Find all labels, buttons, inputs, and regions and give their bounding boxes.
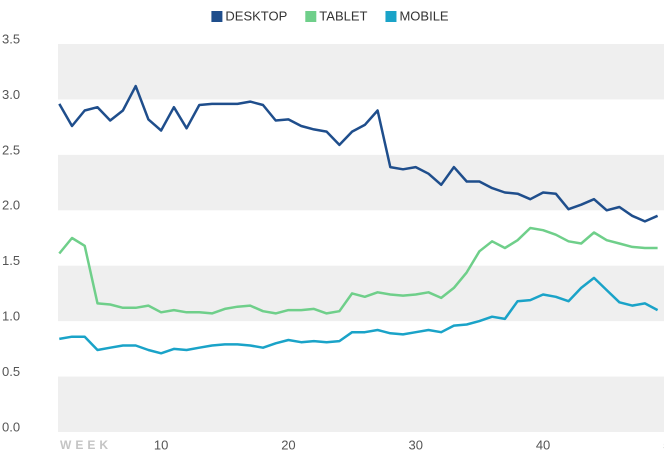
legend-label: TABLET [319, 8, 367, 23]
legend-label: DESKTOP [225, 8, 287, 23]
series-line [59, 276, 659, 355]
legend-item: MOBILE [385, 8, 449, 23]
y-tick-label: 2.5 [2, 142, 20, 157]
y-tick-label: 3.5 [2, 31, 20, 46]
x-axis-title: WEEK [60, 438, 112, 452]
grid-band [58, 265, 664, 322]
x-tick-label: 30 [409, 437, 423, 452]
legend: DESKTOP TABLET MOBILE [211, 8, 449, 23]
y-tick-label: 3.0 [2, 87, 20, 102]
series-line [58, 84, 659, 223]
y-tick-label: 1.5 [2, 253, 20, 268]
legend-item: TABLET [305, 8, 368, 23]
legend-label: MOBILE [399, 8, 448, 23]
grid-band [58, 376, 664, 432]
series-line [58, 226, 658, 315]
x-tick-label: 40 [536, 437, 550, 452]
grid-bands [58, 44, 664, 432]
grid-band [58, 154, 664, 211]
y-tick-label: 0.5 [2, 364, 20, 379]
y-tick-label: 0.0 [2, 419, 20, 434]
legend-swatch [211, 11, 223, 22]
legend-item: DESKTOP [211, 8, 287, 23]
legend-swatch [385, 11, 397, 22]
y-tick-label: 2.0 [2, 198, 20, 213]
x-tick-label: 10 [154, 437, 168, 452]
y-tick-label: 1.0 [2, 309, 20, 324]
x-tick-label: 20 [281, 437, 295, 452]
grid-band [58, 44, 664, 100]
legend-swatch [305, 11, 317, 22]
